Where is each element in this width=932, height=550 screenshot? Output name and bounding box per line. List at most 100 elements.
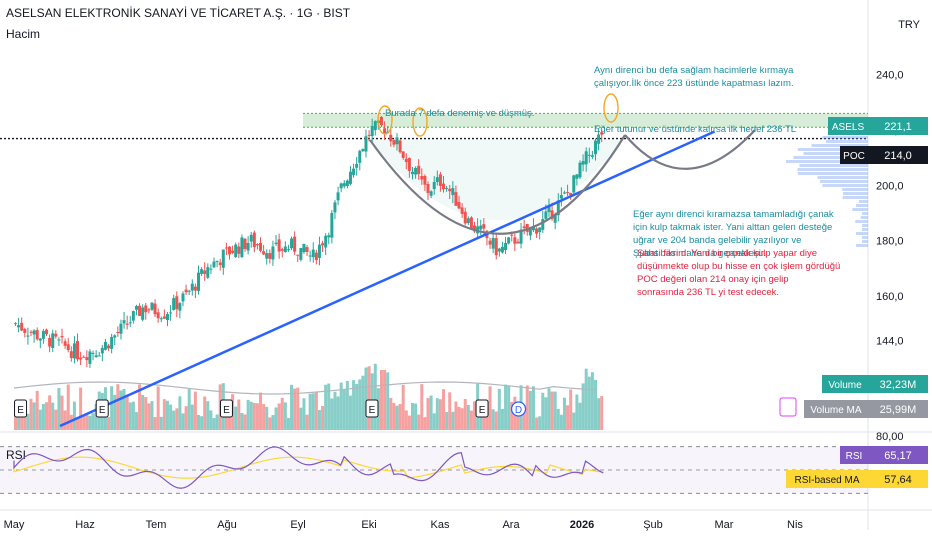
candle-body <box>556 200 560 216</box>
candle-body <box>212 261 216 268</box>
candle-body <box>91 352 95 354</box>
volume-bar <box>243 414 247 430</box>
candle-body <box>348 171 352 184</box>
volume-bar <box>252 402 256 430</box>
event-marker-label: E <box>369 405 376 416</box>
volume-bar <box>178 396 182 430</box>
poc-badge-value-bg <box>868 146 928 164</box>
candle-body <box>45 329 49 335</box>
candle-body <box>252 232 256 248</box>
volume-bar <box>224 417 228 430</box>
candle-body <box>432 182 436 190</box>
volume-bar <box>200 416 204 430</box>
candle-body <box>169 312 173 314</box>
volume-bar <box>45 402 49 430</box>
volume-bar <box>463 398 467 430</box>
volume-profile-bar <box>852 208 868 211</box>
candle-body <box>562 192 566 194</box>
candle-body <box>125 323 129 325</box>
volume-bar <box>286 417 290 430</box>
volume-bar <box>293 388 297 430</box>
volume-bar <box>321 406 325 430</box>
candle-body <box>172 298 176 310</box>
test-circle <box>377 105 393 135</box>
candle-body <box>162 316 166 319</box>
volume-bar <box>302 398 306 430</box>
volume-badge-label: Volume <box>828 380 862 391</box>
volume-bar <box>358 379 362 430</box>
candle-body <box>407 158 411 171</box>
volume-profile-bar <box>858 200 868 203</box>
volume-bar <box>88 415 92 430</box>
volume-bar <box>469 410 473 430</box>
volume-bar <box>364 367 368 430</box>
candle-body <box>153 303 157 315</box>
volume-bar <box>317 409 321 430</box>
candle-body <box>510 234 514 236</box>
candle-body <box>584 151 588 165</box>
candle-body <box>57 339 61 341</box>
candle-body <box>333 202 337 213</box>
candle-body <box>324 235 328 248</box>
volume-bar <box>268 417 272 430</box>
volume-bar <box>373 363 377 430</box>
volume-bar <box>500 408 504 430</box>
volume-bar <box>147 403 151 430</box>
annotation-tested: Burada 7 defa denemiş ve düşmüş. <box>385 108 535 119</box>
earnings-marker <box>14 399 28 418</box>
candle-body <box>82 356 86 358</box>
volume-bar <box>597 398 601 430</box>
candle-body <box>181 293 185 302</box>
candle-body <box>497 248 501 252</box>
volume-bar <box>134 412 138 430</box>
volume-bar <box>187 389 191 430</box>
volume-bar <box>296 387 300 430</box>
rsi-pane-label: RSI <box>6 448 26 462</box>
volume-bar <box>29 398 33 430</box>
volume-bar <box>246 399 250 430</box>
candle-body <box>364 136 368 152</box>
candle-body <box>578 162 582 178</box>
candle-body <box>473 225 477 232</box>
volume-profile-bar <box>855 220 868 223</box>
candle-body <box>438 174 442 186</box>
candle-body <box>352 168 356 176</box>
volume-ma-badge-label: Volume MA <box>810 405 861 416</box>
volume-bar <box>342 389 346 430</box>
volume-bar <box>392 402 396 430</box>
candle-body <box>259 242 263 251</box>
candle-body <box>392 140 396 145</box>
volume-bar <box>535 417 539 430</box>
volume-bar <box>249 401 253 430</box>
candle-body <box>336 192 340 201</box>
candle-body <box>296 254 300 256</box>
volume-bar <box>389 397 393 430</box>
candle-body <box>339 183 343 189</box>
volume-profile-bar <box>811 144 868 147</box>
volume-bar <box>175 408 179 430</box>
candle-body <box>547 206 551 213</box>
volume-bar <box>72 401 76 430</box>
candle-body <box>283 246 287 253</box>
candle-body <box>147 309 151 311</box>
volume-bar <box>35 390 39 430</box>
volume-bar <box>314 391 318 430</box>
earnings-marker <box>219 399 233 418</box>
candle-body <box>513 237 517 244</box>
volume-bar <box>438 399 442 430</box>
handle-arc <box>624 129 756 170</box>
volume-bar <box>544 397 548 430</box>
volume-bar <box>383 369 387 430</box>
candle-body <box>97 355 101 357</box>
candle-body <box>420 176 424 180</box>
candle-body <box>525 223 529 232</box>
volume-bar <box>333 391 337 430</box>
candle-body <box>150 302 154 310</box>
currency-label[interactable]: TRY <box>898 19 920 31</box>
candle-body <box>293 236 297 252</box>
candle-body <box>196 272 200 291</box>
time-tick-label: Haz <box>75 519 95 531</box>
event-marker-label: E <box>479 405 486 416</box>
candle-body <box>367 134 371 136</box>
volume-bar <box>485 410 489 430</box>
